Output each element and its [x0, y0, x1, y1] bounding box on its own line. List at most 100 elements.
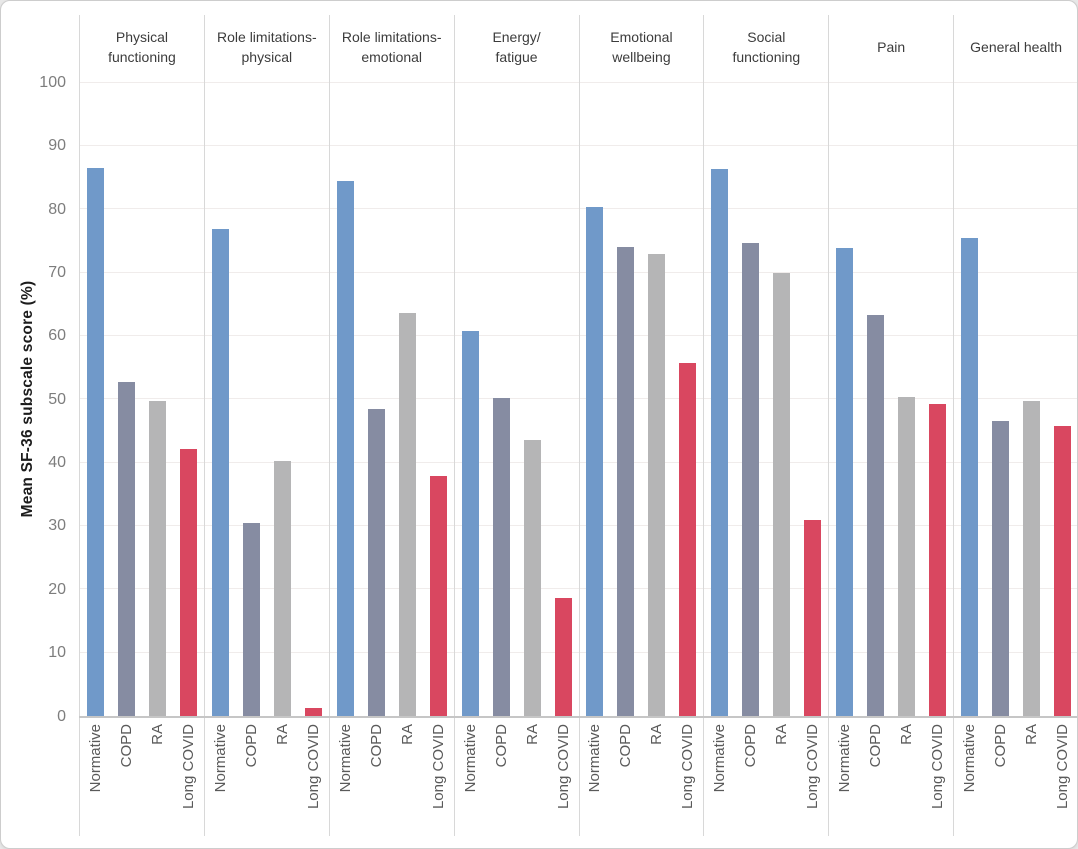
bar-ra-energy-fatigue: [523, 440, 541, 716]
bar-slot-ra: [517, 79, 548, 716]
label-axis-spacer: [1, 718, 79, 836]
label-slot-ra: RA: [1016, 718, 1047, 836]
label-slot-copd: COPD: [985, 718, 1016, 836]
x-label-normative: Normative: [836, 724, 854, 793]
bar-slot-normative: [829, 79, 860, 716]
x-label-ra: RA: [648, 724, 666, 745]
bar-long-covid-general-health: [1054, 426, 1072, 716]
panel-energy-fatigue: [453, 79, 579, 716]
y-tick-label-80: 80: [48, 200, 66, 218]
bar-slot-normative: [954, 79, 985, 716]
bar-copd-physical-functioning: [117, 382, 135, 716]
y-tick-label-70: 70: [48, 264, 66, 282]
label-slot-normative: Normative: [80, 718, 111, 836]
x-label-normative: Normative: [336, 724, 354, 793]
label-cell-physical-functioning: Normative COPD RA Long COVID: [79, 718, 204, 836]
label-slot-ra: RA: [517, 718, 548, 836]
bar-slot-long-covid: [672, 79, 703, 716]
y-tick-label-90: 90: [48, 137, 66, 155]
x-label-row: Normative COPD RA Long COVID Normative COPD RA…: [1, 718, 1077, 836]
panel-title-role-limitations-emotional: Role limitations- emotional: [328, 15, 454, 79]
panel-title-emotional-wellbeing: Emotional wellbeing: [578, 15, 704, 79]
x-label-normative: Normative: [461, 724, 479, 793]
x-label-long-covid: Long COVID: [179, 724, 197, 810]
panel-general-health: [953, 79, 1077, 716]
panel-emotional-wellbeing: [578, 79, 704, 716]
bar-slot-long-covid: [797, 79, 828, 716]
bar-normative-physical-functioning: [86, 168, 104, 716]
label-slot-long-covid: Long COVID: [672, 718, 703, 836]
bar-slot-normative: [80, 79, 111, 716]
bar-slot-copd: [236, 79, 267, 716]
panel-header-row: Physical functioning Role limitations- ph…: [1, 15, 1077, 79]
label-slot-normative: Normative: [954, 718, 985, 836]
bar-long-covid-pain: [929, 404, 947, 716]
bar-slot-normative: [205, 79, 236, 716]
x-label-normative: Normative: [961, 724, 979, 793]
y-tick-label-20: 20: [48, 580, 66, 598]
x-label-ra: RA: [148, 724, 166, 745]
bar-slot-long-covid: [922, 79, 953, 716]
x-label-copd: COPD: [992, 724, 1010, 768]
panel-role-limitations-emotional: [328, 79, 454, 716]
x-label-ra: RA: [898, 724, 916, 745]
label-slot-long-covid: Long COVID: [1047, 718, 1077, 836]
label-cell-social-functioning: Normative COPD RA Long COVID: [703, 718, 828, 836]
bar-slot-normative: [330, 79, 361, 716]
bar-ra-social-functioning: [773, 273, 791, 716]
x-label-long-covid: Long COVID: [804, 724, 822, 810]
label-slot-long-covid: Long COVID: [423, 718, 454, 836]
bar-slot-long-covid: [1047, 79, 1077, 716]
label-cell-energy-fatigue: Normative COPD RA Long COVID: [453, 718, 579, 836]
label-slot-ra: RA: [641, 718, 672, 836]
panel-title-general-health: General health: [953, 15, 1077, 79]
x-label-long-covid: Long COVID: [679, 724, 697, 810]
x-label-normative: Normative: [586, 724, 604, 793]
x-label-ra: RA: [523, 724, 541, 745]
label-cell-emotional-wellbeing: Normative COPD RA Long COVID: [578, 718, 704, 836]
y-tick-label-50: 50: [48, 390, 66, 408]
label-slot-normative: Normative: [330, 718, 361, 836]
panel-title-pain: Pain: [828, 15, 953, 79]
label-slot-long-covid: Long COVID: [797, 718, 828, 836]
x-label-long-covid: Long COVID: [304, 724, 322, 810]
bar-ra-general-health: [1023, 401, 1041, 716]
label-cell-general-health: Normative COPD RA Long COVID: [953, 718, 1077, 836]
panel-physical-functioning: [79, 79, 204, 716]
plot-area: [79, 79, 1077, 718]
label-slot-ra: RA: [267, 718, 298, 836]
bar-long-covid-energy-fatigue: [554, 598, 572, 716]
y-tick-label-10: 10: [48, 644, 66, 662]
label-slot-normative: Normative: [205, 718, 236, 836]
bar-slot-ra: [1016, 79, 1047, 716]
label-slot-long-covid: Long COVID: [298, 718, 329, 836]
y-tick-label-100: 100: [39, 74, 66, 91]
panel-social-functioning: [703, 79, 828, 716]
plot-row: Mean SF-36 subscale score (%) 0 10 20 30 40 5…: [1, 74, 1077, 725]
bar-long-covid-role-limitations-emotional: [429, 476, 447, 716]
y-tick-label-0: 0: [57, 707, 66, 725]
label-slot-ra: RA: [142, 718, 173, 836]
bar-ra-physical-functioning: [148, 401, 166, 716]
bar-slot-copd: [860, 79, 891, 716]
bar-long-covid-social-functioning: [804, 520, 822, 716]
chart-grid: Physical functioning Role limitations- ph…: [1, 15, 1077, 836]
y-tick-label-40: 40: [48, 454, 66, 472]
bar-normative-role-limitations-physical: [211, 229, 229, 716]
panel-title-social-functioning: Social functioning: [703, 15, 828, 79]
bar-ra-pain: [898, 397, 916, 716]
panel-headers: Physical functioning Role limitations- ph…: [79, 15, 1077, 79]
label-cell-role-limitations-physical: Normative COPD RA Long COVID: [203, 718, 329, 836]
label-slot-normative: Normative: [829, 718, 860, 836]
y-tick-labels: 0 10 20 30 40 50 60 70 80 90 100: [1, 74, 79, 725]
bar-slot-copd: [610, 79, 641, 716]
bar-ra-emotional-wellbeing: [648, 254, 666, 716]
label-cell-role-limitations-emotional: Normative COPD RA Long COVID: [328, 718, 454, 836]
label-slot-ra: RA: [392, 718, 423, 836]
panel-title-role-limitations-physical: Role limitations- physical: [203, 15, 329, 79]
x-label-copd: COPD: [617, 724, 635, 768]
label-slot-ra: RA: [891, 718, 922, 836]
bar-copd-role-limitations-physical: [242, 523, 260, 716]
bar-slot-normative: [580, 79, 611, 716]
